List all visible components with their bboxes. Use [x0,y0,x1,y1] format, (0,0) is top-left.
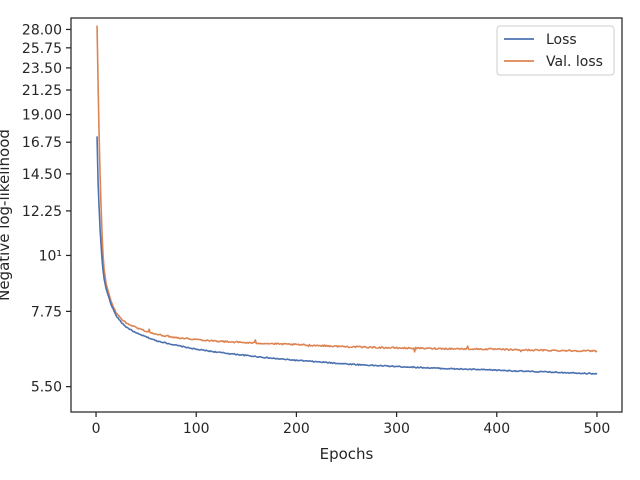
y-tick-label: 12.25 [22,204,62,220]
series-line-val-loss [96,25,598,353]
y-tick-label: 10¹ [39,248,62,264]
x-tick-label: 500 [584,421,611,437]
legend-entry-loss: Loss [546,32,577,48]
y-tick-label: 14.50 [22,167,62,183]
x-axis-ticks: 0 100 200 300 400 500 [92,412,611,437]
y-tick-label: 7.75 [31,304,62,320]
series-line-loss [96,136,598,375]
plot-series [96,25,598,375]
x-tick-label: 300 [383,421,410,437]
x-tick-label: 100 [183,421,210,437]
y-tick-label: 5.50 [31,380,62,396]
y-tick-label: 21.25 [22,83,62,99]
legend-entry-val-loss: Val. loss [546,54,603,70]
x-axis-label: Epochs [320,445,374,463]
y-tick-label: 28.00 [22,22,62,38]
y-tick-label: 16.75 [22,135,62,151]
y-axis-ticks: 5.50 7.75 10¹ 12.25 14.50 16.75 19.00 21.25 23.5… [22,22,71,396]
plot-frame [70,17,623,413]
x-tick-label: 0 [92,421,101,437]
y-tick-label: 23.50 [22,61,62,77]
y-tick-label: 19.00 [22,108,62,124]
y-axis-label: Negative log-likelihood [0,129,13,301]
y-tick-label: 25.75 [22,41,62,57]
x-tick-label: 200 [283,421,310,437]
legend: Loss Val. loss [496,25,615,76]
x-tick-label: 400 [483,421,510,437]
